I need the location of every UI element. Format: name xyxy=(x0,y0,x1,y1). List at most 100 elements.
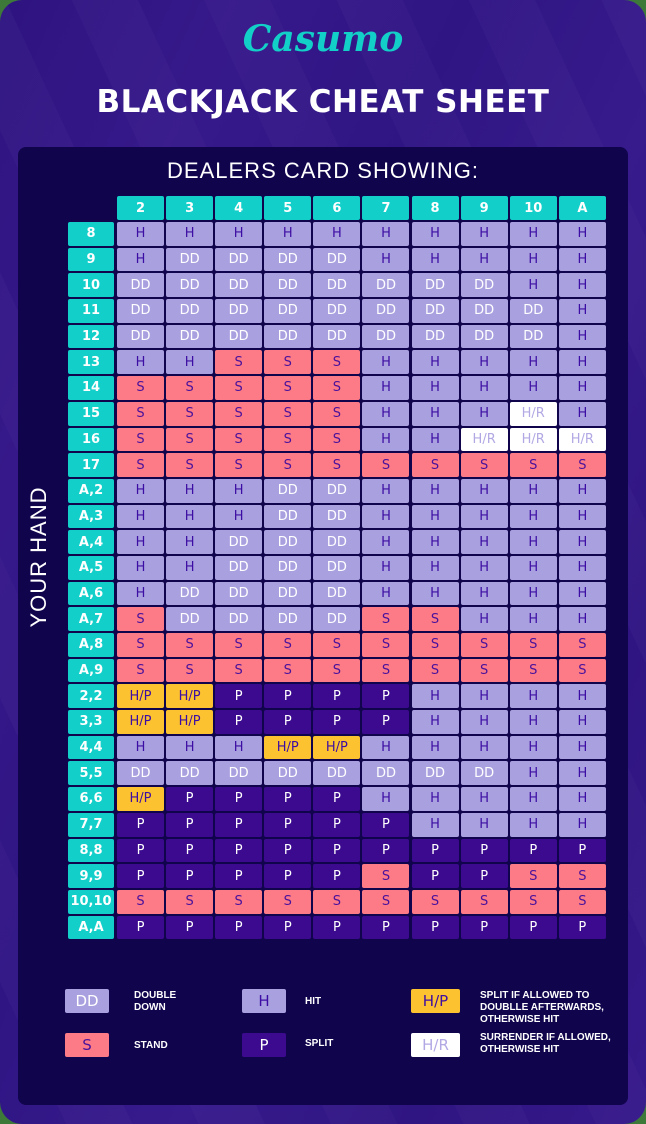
action-cell: H/P xyxy=(117,684,164,709)
table-row: 16 S S S S S H H H/R H/R H/R xyxy=(68,427,608,452)
legend-swatch: DD xyxy=(65,989,109,1013)
action-cell: DD xyxy=(166,299,214,323)
action-cell: H/P xyxy=(117,787,164,811)
table-row: 4,4 H H H H/P H/P H H H H H xyxy=(68,735,608,760)
action-cell: DD xyxy=(264,299,312,323)
action-cell: S xyxy=(166,633,214,657)
action-cell: DD xyxy=(313,555,361,580)
action-cell: S xyxy=(509,633,557,657)
action-cell: S xyxy=(215,633,263,657)
action-cell: DD xyxy=(264,478,312,503)
action-cell: DD xyxy=(264,555,312,580)
action-cell: H xyxy=(264,222,312,246)
hand-label: A,8 xyxy=(68,633,114,657)
action-cell: S xyxy=(558,658,606,683)
action-cell: H xyxy=(411,478,459,503)
table-row: A,5 H H DD DD DD H H H H H xyxy=(68,555,608,580)
action-cell: H xyxy=(117,247,164,272)
action-cell: S xyxy=(166,427,214,452)
action-cell: H xyxy=(362,478,410,503)
action-cell: H xyxy=(460,401,508,426)
action-cell: H/P xyxy=(117,710,164,734)
action-cell: P xyxy=(460,838,508,863)
action-cell: H xyxy=(411,222,459,246)
hand-label: 15 xyxy=(68,401,114,426)
action-cell: S xyxy=(264,350,312,375)
action-cell: H xyxy=(558,735,606,760)
table-row: A,4 H H DD DD DD H H H H H xyxy=(68,530,608,554)
page-title: BLACKJACK CHEAT SHEET xyxy=(96,84,550,120)
action-cell: DD xyxy=(313,478,361,503)
action-cell: S xyxy=(117,427,164,452)
action-cell: H/R xyxy=(509,401,557,426)
action-cell: H xyxy=(558,607,606,631)
action-cell: DD xyxy=(264,761,312,786)
action-cell: DD xyxy=(215,607,263,631)
action-cell: S xyxy=(362,889,410,914)
action-cell: DD xyxy=(117,761,164,786)
hand-label: 17 xyxy=(68,453,114,477)
dealer-card-axis-label: DEALERS CARD SHOWING: xyxy=(167,158,479,183)
action-cell: P xyxy=(117,864,164,888)
action-cell: H/R xyxy=(558,427,606,452)
action-cell: P xyxy=(215,915,263,940)
action-cell: DD xyxy=(166,761,214,786)
hand-label: 11 xyxy=(68,299,114,323)
action-cell: H xyxy=(362,222,410,246)
action-cell: S xyxy=(411,889,459,914)
action-cell: P xyxy=(166,787,214,811)
action-cell: H xyxy=(166,504,214,529)
action-cell: H xyxy=(362,350,410,375)
table-row: 17 S S S S S S S S S S xyxy=(68,453,608,477)
action-cell: DD xyxy=(313,530,361,554)
action-cell: P xyxy=(411,838,459,863)
hand-label: A,A xyxy=(68,915,114,940)
action-cell: S xyxy=(117,401,164,426)
action-cell: H/P xyxy=(313,735,361,760)
hand-label: 4,4 xyxy=(68,735,114,760)
action-cell: H/P xyxy=(166,710,214,734)
legend-label-line: SPLIT IF ALLOWED TO xyxy=(480,990,590,1001)
legend-label-line: DOUBLLE AFTERWARDS, xyxy=(480,1002,604,1013)
action-cell: H xyxy=(509,761,557,786)
legend-label-line: OTHERWISE HIT xyxy=(480,1014,560,1025)
action-cell: H xyxy=(460,710,508,734)
hand-label: A,9 xyxy=(68,658,114,683)
action-cell: P xyxy=(313,710,361,734)
action-cell: H xyxy=(558,684,606,709)
action-cell: S xyxy=(313,633,361,657)
dealer-card-header-row: 2 3 4 5 6 7 8 9 10 A xyxy=(117,196,608,220)
action-cell: DD xyxy=(264,581,312,606)
legend-swatch: S xyxy=(65,1033,109,1057)
legend-label-line: DOUBLE xyxy=(134,990,177,1001)
action-cell: H xyxy=(460,555,508,580)
table-row: 8,8 P P P P P P P P P P xyxy=(68,838,608,863)
action-cell: DD xyxy=(313,761,361,786)
action-cell: H xyxy=(509,555,557,580)
action-cell: P xyxy=(166,812,214,837)
action-cell: P xyxy=(313,787,361,811)
action-cell: H xyxy=(362,581,410,606)
hand-label: A,3 xyxy=(68,504,114,529)
dealer-card-header: 6 xyxy=(313,196,361,220)
action-cell: P xyxy=(215,812,263,837)
action-cell: DD xyxy=(215,581,263,606)
action-cell: S xyxy=(313,453,361,477)
action-cell: DD xyxy=(460,324,508,349)
action-cell: H xyxy=(509,247,557,272)
dealer-card-header: 5 xyxy=(264,196,312,220)
action-cell: H xyxy=(313,222,361,246)
action-cell: H xyxy=(166,478,214,503)
dealer-card-header: 4 xyxy=(215,196,263,220)
action-cell: H xyxy=(509,273,557,298)
action-cell: S xyxy=(215,658,263,683)
action-cell: H xyxy=(362,555,410,580)
table-row: 9,9 P P P P P S P P S S xyxy=(68,864,608,888)
action-cell: DD xyxy=(411,273,459,298)
action-cell: H xyxy=(558,478,606,503)
legend-label-line: SPLIT xyxy=(305,1038,334,1049)
action-cell: DD xyxy=(215,299,263,323)
dealer-card-header: A xyxy=(558,196,606,220)
